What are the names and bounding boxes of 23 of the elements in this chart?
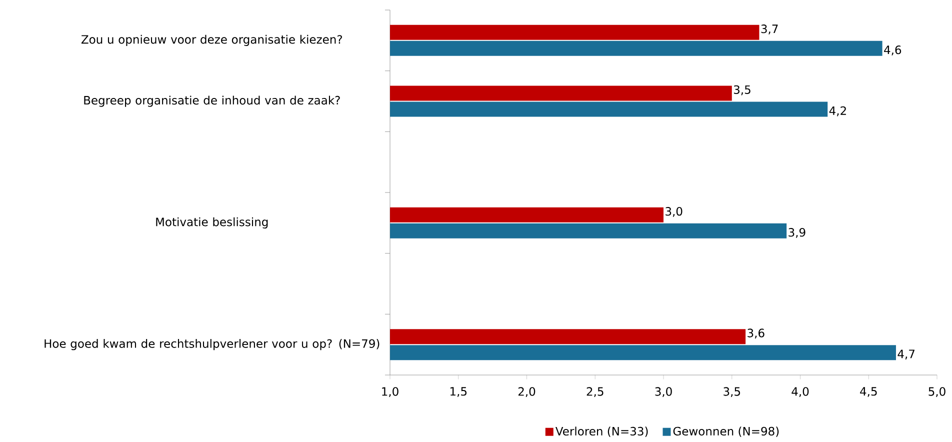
y-tick-label: Zou u opnieuw voor deze organisatie kiezen?	[81, 34, 342, 46]
data-label: 4,2	[829, 106, 846, 116]
data-label: 3,9	[788, 228, 806, 238]
x-tick-label: 1,5	[450, 387, 467, 397]
data-label: 4,6	[884, 45, 902, 56]
y-tick-label: Motivatie beslissing	[156, 217, 268, 228]
data-label: 3,5	[734, 85, 750, 96]
x-tick-label: 1,0	[382, 387, 398, 398]
y-tick-label: Hoe goed kwam de rechtshulpverlener voor u op? (N=79)	[44, 339, 380, 350]
y-tick-label: Begreep organisatie de inhoud van de zaak?	[84, 96, 340, 107]
data-label: 3,6	[748, 328, 764, 339]
data-label: 3,7	[761, 24, 778, 34]
x-tick-label: 4,5	[860, 387, 877, 397]
x-tick-label: 3,0	[655, 387, 672, 398]
x-tick-label: 2,5	[586, 387, 604, 398]
data-label: 3,0	[666, 206, 682, 217]
x-tick-label: 5,0	[928, 387, 946, 398]
data-label: 4,7	[898, 350, 914, 360]
x-tick-label: 2,0	[518, 387, 536, 398]
legend-label: Gewonnen (N=98)	[673, 426, 779, 437]
x-tick-label: 3,5	[724, 387, 740, 398]
x-tick-label: 4,0	[792, 387, 809, 398]
legend-label: Verloren (N=33)	[555, 426, 648, 437]
